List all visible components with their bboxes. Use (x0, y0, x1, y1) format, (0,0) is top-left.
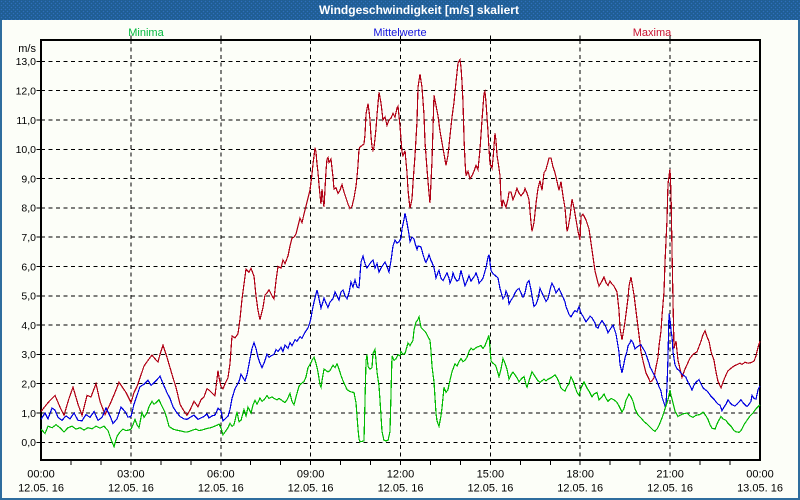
svg-text:6,0: 6,0 (21, 261, 36, 273)
svg-text:15:00: 15:00 (477, 469, 505, 481)
svg-text:9,0: 9,0 (21, 173, 36, 185)
svg-text:5,0: 5,0 (21, 291, 36, 303)
svg-text:00:00: 00:00 (746, 469, 774, 481)
svg-text:12.05. 16: 12.05. 16 (108, 483, 154, 495)
svg-text:1,0: 1,0 (21, 408, 36, 420)
svg-text:m/s: m/s (18, 43, 36, 55)
svg-text:10,0: 10,0 (16, 144, 37, 156)
svg-text:06:00: 06:00 (207, 469, 235, 481)
svg-text:12.05. 16: 12.05. 16 (288, 483, 334, 495)
svg-text:12.05. 16: 12.05. 16 (557, 483, 603, 495)
svg-text:3,0: 3,0 (21, 349, 36, 361)
svg-text:12.05. 16: 12.05. 16 (198, 483, 244, 495)
svg-text:12.05. 16: 12.05. 16 (378, 483, 424, 495)
svg-text:2,0: 2,0 (21, 379, 36, 391)
svg-text:12,0: 12,0 (16, 86, 37, 98)
svg-text:12.05. 16: 12.05. 16 (467, 483, 513, 495)
svg-text:13.05. 16: 13.05. 16 (737, 483, 783, 495)
svg-text:03:00: 03:00 (117, 469, 145, 481)
svg-text:11,0: 11,0 (16, 115, 36, 127)
svg-text:7,0: 7,0 (21, 232, 36, 244)
svg-text:21:00: 21:00 (656, 469, 684, 481)
svg-text:09:00: 09:00 (297, 469, 325, 481)
svg-text:13,0: 13,0 (16, 56, 37, 68)
svg-text:12.05. 16: 12.05. 16 (647, 483, 693, 495)
svg-text:00:00: 00:00 (27, 469, 55, 481)
svg-text:4,0: 4,0 (21, 320, 36, 332)
svg-text:12.05. 16: 12.05. 16 (18, 483, 64, 495)
svg-text:0,0: 0,0 (21, 437, 36, 449)
svg-text:18:00: 18:00 (566, 469, 594, 481)
svg-text:12:00: 12:00 (387, 469, 415, 481)
svg-text:8,0: 8,0 (21, 203, 36, 215)
